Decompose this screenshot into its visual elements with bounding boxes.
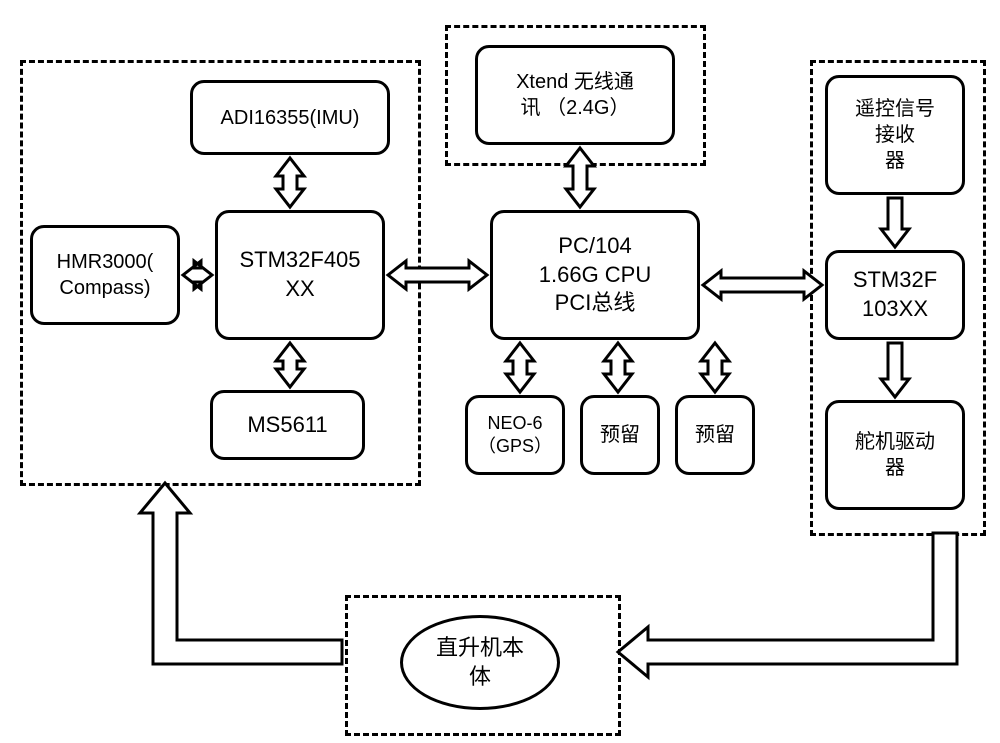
wireless-node: Xtend 无线通讯 （2.4G）: [475, 45, 675, 145]
stm32f103-node: STM32F103XX: [825, 250, 965, 340]
imu-node: ADI16355(IMU): [190, 80, 390, 155]
compass-label: HMR3000(Compass): [57, 249, 154, 301]
gps-label: NEO-6（GPS）: [478, 412, 552, 459]
pc104-label: PC/1041.66G CPUPCI总线: [539, 232, 652, 318]
helicopter-body-node: 直升机本体: [400, 615, 560, 710]
ms5611-label: MS5611: [247, 411, 327, 440]
pc104-node: PC/1041.66G CPUPCI总线: [490, 210, 700, 340]
helicopter-body-label: 直升机本体: [436, 634, 524, 691]
stm32f405-node: STM32F405XX: [215, 210, 385, 340]
wireless-label: Xtend 无线通讯 （2.4G）: [516, 69, 634, 121]
stm32f103-label: STM32F103XX: [853, 266, 937, 323]
servo-driver-node: 舵机驱动器: [825, 400, 965, 510]
reserved2-label: 预留: [695, 422, 735, 448]
reserved2-node: 预留: [675, 395, 755, 475]
reserved1-node: 预留: [580, 395, 660, 475]
ms5611-node: MS5611: [210, 390, 365, 460]
imu-label: ADI16355(IMU): [221, 105, 360, 131]
servo-driver-label: 舵机驱动器: [855, 429, 935, 481]
receiver-node: 遥控信号接收器: [825, 75, 965, 195]
gps-node: NEO-6（GPS）: [465, 395, 565, 475]
receiver-label: 遥控信号接收器: [855, 96, 935, 174]
reserved1-label: 预留: [600, 422, 640, 448]
stm32f405-label: STM32F405XX: [239, 246, 360, 303]
compass-node: HMR3000(Compass): [30, 225, 180, 325]
